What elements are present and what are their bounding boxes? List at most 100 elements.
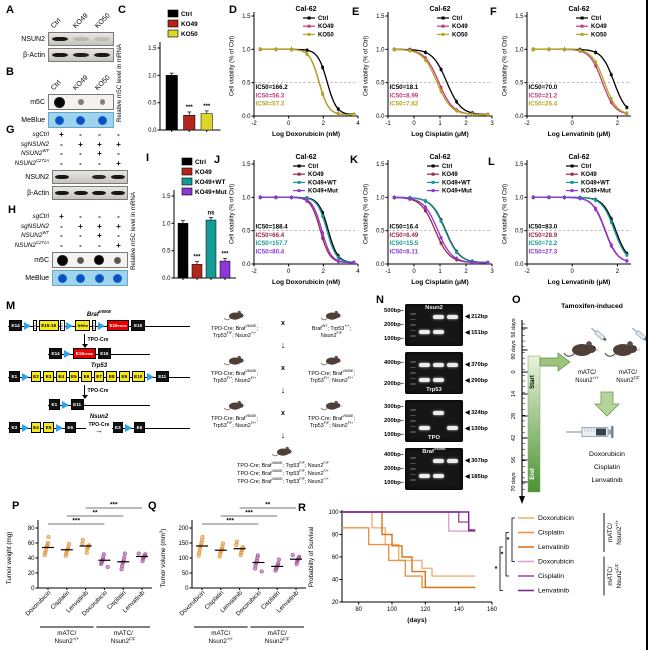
text-part: ** — [265, 502, 271, 509]
parent-mouse: TPO-Cre; BrafV600E; Trp53F/F; Nsun2F/+ — [192, 396, 277, 430]
legend-marker — [441, 24, 445, 28]
data-marker — [455, 100, 459, 104]
chart-title: Cal-62 — [295, 6, 316, 13]
allele-row: E14 FRT E15-18 FRT neo R FRT E15 V600E E16 — [8, 319, 190, 332]
mouse-icon — [604, 341, 641, 357]
tpo-cre-arrow: TPO-Cre — [81, 383, 190, 399]
line — [242, 315, 245, 316]
gel-image: TPO — [405, 400, 463, 442]
legend-marker — [431, 180, 435, 184]
text-part: 1.5 — [242, 14, 251, 20]
legend-marker — [297, 189, 301, 193]
data-marker — [455, 257, 459, 260]
legend-label: KO50 — [181, 31, 198, 38]
legend-label: KO49+Mut — [442, 189, 472, 195]
blot-row-label: MeBlue — [25, 274, 49, 282]
data-marker — [531, 195, 535, 199]
blot-lane — [70, 33, 91, 45]
pcr-band — [447, 459, 458, 463]
text-part: Relative m5C level in mRNA — [116, 43, 123, 122]
tpo-cre-arrow: TPO-Cre → — [88, 422, 109, 435]
mouse-group-label: mATC/ — [578, 370, 597, 376]
blot-row-label: NSUN2 — [21, 35, 45, 43]
legend-label: KO49 — [308, 172, 324, 178]
drug-label: Lenvatinib — [592, 477, 623, 484]
condition-value: - — [60, 221, 63, 231]
ladder-size-label: 500bp — [378, 308, 404, 314]
data-marker — [439, 219, 443, 223]
panel-a-western-blot: Ctrl KO49 KO50 NSUN2 β-Actin — [4, 4, 120, 64]
condition-label: sgCtrl — [32, 131, 49, 139]
ladder-band — [410, 462, 416, 465]
data-point — [276, 561, 281, 566]
condition-row: sgCtrl + - - - — [4, 130, 132, 140]
chart-title: Cal-62 — [295, 154, 316, 161]
ic50-label: IC50=66.4 — [256, 232, 285, 239]
end-label: End — [530, 468, 536, 480]
line — [339, 360, 342, 361]
offspring-block: TPO-Cre; BrafV600E; Trp53F/F; Nsun2F/F TP… — [192, 442, 374, 486]
gel-sample-lane — [433, 352, 444, 394]
condition-label: sgNSUN2 — [21, 222, 49, 230]
legend-marker — [580, 24, 584, 28]
legend-swatch — [181, 177, 193, 186]
data-marker — [408, 197, 412, 200]
panel-label-K: K — [350, 154, 358, 166]
ic50-label: IC50=28.9 — [529, 232, 558, 239]
x-tick-label: 1 — [438, 269, 442, 275]
methylene-blue-dot — [76, 273, 86, 283]
x-tick-label: -2 — [524, 121, 530, 127]
significance-label: ns — [207, 210, 215, 216]
data-marker — [547, 195, 551, 199]
condition-label: NSUN2WT — [21, 230, 49, 240]
blot-lane — [70, 49, 91, 61]
timeline-tick-label: 0 — [511, 370, 517, 373]
data-marker — [336, 107, 340, 111]
data-point — [101, 552, 106, 557]
text-part: Relative m5C level in mRNA — [130, 191, 137, 270]
legend-marker — [570, 189, 574, 193]
protein-band — [55, 190, 70, 196]
ladder-band — [410, 425, 416, 428]
text-part: Ctrl — [195, 159, 206, 166]
condition-value: - — [60, 149, 63, 159]
condition-value: - — [60, 240, 63, 250]
text-part: Log Doxorubicin (nM) — [272, 279, 340, 286]
exon-E3: E3 — [43, 371, 54, 382]
text-part: 60 — [28, 541, 35, 547]
condition-value: + — [116, 240, 121, 250]
cross-symbol: x — [281, 320, 285, 327]
survival-curve-Lenvatinib — [342, 511, 476, 589]
genotype-text: TPO-Cre; BrafV600E; Trp53F/+; Nsun2F/+ — [211, 369, 258, 385]
data-point — [122, 555, 127, 560]
allele-row: E3 E6 — [111, 421, 191, 434]
text-part: Probability of Survival — [308, 527, 315, 588]
exon-E4: E4 — [55, 371, 67, 382]
line — [632, 327, 638, 333]
legend-marker — [441, 16, 445, 20]
data-marker — [470, 260, 474, 264]
y-tick-label: 20 — [28, 571, 35, 577]
text-part: 0.5 — [376, 81, 385, 87]
pcr-band — [433, 411, 444, 415]
gel-ladder-labels: 300bp 200bp 100bp — [378, 400, 405, 442]
blot-membrane — [48, 94, 114, 110]
panel-d-doxorubicin-dose-curve: Cal-62 0.0 0.5 1.0 1.5 -2 0 2 4 Log Doxorubicin (… — [230, 6, 361, 138]
pcr-band — [419, 363, 430, 367]
pcr-band — [419, 426, 430, 430]
text-part: F/F — [615, 563, 620, 570]
text-part: 56 days — [511, 318, 517, 338]
methylene-blue-dot — [76, 115, 86, 125]
text-part: mATC/ — [619, 370, 638, 376]
text-part: F/F — [129, 637, 136, 642]
text-part: -1 — [385, 269, 391, 275]
right-arrow-icon: → — [95, 426, 103, 435]
y-tick-label: 100 — [178, 556, 189, 562]
data-marker — [594, 51, 598, 54]
data-point — [200, 534, 205, 540]
condition-value: + — [97, 139, 102, 149]
methylene-blue-dot — [94, 273, 104, 283]
text-part: Nsun2 — [616, 378, 634, 384]
y-axis-label: Relative m5C level in mRNA — [116, 43, 123, 122]
gel-sample-lane — [433, 400, 444, 442]
